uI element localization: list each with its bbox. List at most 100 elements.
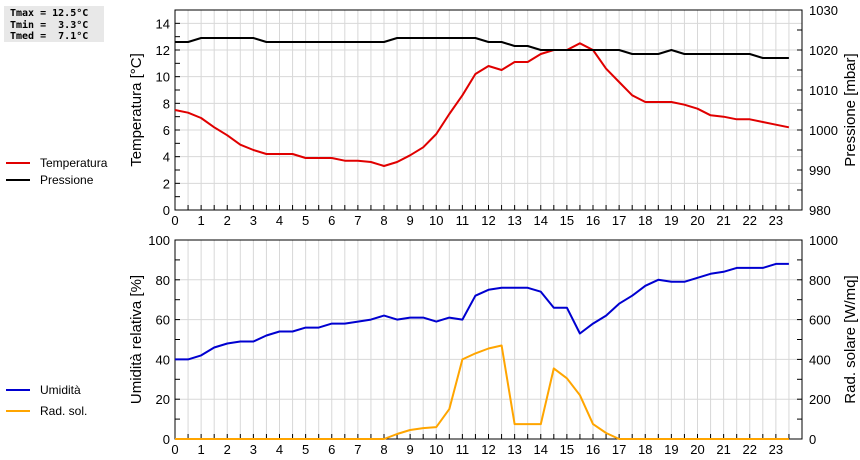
legend-label-rad-sol: Rad. sol. — [40, 403, 88, 418]
svg-text:3: 3 — [250, 442, 257, 457]
svg-text:13: 13 — [507, 442, 521, 457]
series-umidit- — [175, 262, 789, 361]
legend-label-umidita: Umidità — [40, 382, 81, 397]
svg-text:2: 2 — [224, 213, 231, 228]
svg-text:5: 5 — [302, 442, 309, 457]
svg-text:1000: 1000 — [809, 123, 838, 138]
svg-text:0: 0 — [809, 432, 816, 447]
svg-text:19: 19 — [664, 442, 678, 457]
svg-text:800: 800 — [809, 273, 831, 288]
svg-text:8: 8 — [380, 442, 387, 457]
svg-text:20: 20 — [156, 392, 170, 407]
svg-text:16: 16 — [586, 213, 600, 228]
svg-text:0: 0 — [163, 432, 170, 447]
svg-text:7: 7 — [354, 442, 361, 457]
svg-text:19: 19 — [664, 213, 678, 228]
svg-text:6: 6 — [163, 123, 170, 138]
stat-tmin: Tmin = 3.3°C — [10, 19, 89, 31]
svg-text:Rad. solare [W/mq]: Rad. solare [W/mq] — [842, 275, 859, 403]
svg-text:12: 12 — [481, 213, 495, 228]
temperature-stats-box: Tmax = 12.5°C Tmin = 3.3°C Tmed = 7.1°C — [4, 6, 104, 42]
svg-text:Temperatura [°C]: Temperatura [°C] — [128, 53, 145, 167]
legend-swatch-pressione — [6, 178, 30, 181]
legend-item-umidita: Umidità — [6, 379, 87, 400]
series-temperatura — [174, 42, 790, 167]
svg-text:21: 21 — [716, 213, 730, 228]
svg-text:80: 80 — [156, 273, 170, 288]
svg-text:0: 0 — [171, 213, 178, 228]
svg-text:11: 11 — [456, 213, 470, 228]
svg-text:9: 9 — [407, 442, 414, 457]
svg-text:18: 18 — [638, 442, 652, 457]
svg-text:14: 14 — [156, 16, 170, 31]
svg-text:18: 18 — [638, 213, 652, 228]
svg-text:2: 2 — [224, 442, 231, 457]
svg-text:100: 100 — [148, 233, 170, 248]
svg-text:23: 23 — [769, 213, 783, 228]
svg-text:8: 8 — [163, 96, 170, 111]
svg-text:990: 990 — [809, 163, 831, 178]
svg-text:6: 6 — [328, 213, 335, 228]
svg-text:0: 0 — [171, 442, 178, 457]
svg-text:12: 12 — [481, 442, 495, 457]
svg-text:12: 12 — [156, 43, 170, 58]
svg-text:9: 9 — [407, 213, 414, 228]
svg-text:200: 200 — [809, 392, 831, 407]
svg-text:22: 22 — [743, 213, 757, 228]
svg-text:40: 40 — [156, 352, 170, 367]
svg-text:5: 5 — [302, 213, 309, 228]
svg-text:13: 13 — [507, 213, 521, 228]
legend-swatch-rad-sol — [6, 409, 30, 412]
svg-text:3: 3 — [250, 213, 257, 228]
svg-text:400: 400 — [809, 352, 831, 367]
svg-text:1020: 1020 — [809, 43, 838, 58]
svg-text:Pressione [mbar]: Pressione [mbar] — [842, 53, 859, 166]
svg-text:0: 0 — [163, 203, 170, 218]
svg-text:10: 10 — [156, 70, 170, 85]
svg-text:600: 600 — [809, 313, 831, 328]
svg-text:10: 10 — [429, 213, 443, 228]
svg-text:6: 6 — [328, 442, 335, 457]
svg-text:4: 4 — [276, 213, 283, 228]
svg-text:1000: 1000 — [809, 233, 838, 248]
svg-text:21: 21 — [716, 442, 730, 457]
legend-swatch-temperatura — [6, 161, 30, 164]
legend-item-pressione: Pressione — [6, 171, 107, 188]
svg-text:8: 8 — [380, 213, 387, 228]
svg-text:14: 14 — [534, 442, 548, 457]
svg-text:60: 60 — [156, 313, 170, 328]
svg-text:4: 4 — [163, 150, 170, 165]
top-chart-legend: Temperatura Pressione — [6, 154, 107, 188]
svg-text:17: 17 — [612, 213, 626, 228]
svg-text:16: 16 — [586, 442, 600, 457]
series-pressione — [175, 37, 789, 59]
svg-text:Umidità relativa [%]: Umidità relativa [%] — [128, 275, 145, 404]
svg-text:23: 23 — [769, 442, 783, 457]
svg-text:22: 22 — [743, 442, 757, 457]
stat-tmed: Tmed = 7.1°C — [10, 31, 89, 42]
svg-text:4: 4 — [276, 442, 283, 457]
svg-text:1: 1 — [198, 213, 205, 228]
svg-text:7: 7 — [354, 213, 361, 228]
svg-text:15: 15 — [560, 442, 574, 457]
legend-item-temperatura: Temperatura — [6, 154, 107, 171]
legend-label-temperatura: Temperatura — [40, 155, 108, 170]
svg-text:2: 2 — [163, 176, 170, 191]
stat-tmax: Tmax = 12.5°C — [10, 8, 89, 19]
svg-text:20: 20 — [690, 213, 704, 228]
svg-text:17: 17 — [612, 442, 626, 457]
bottom-chart-legend: Umidità Rad. sol. — [6, 379, 87, 421]
svg-text:11: 11 — [456, 442, 470, 457]
svg-text:1010: 1010 — [809, 83, 838, 98]
svg-text:1030: 1030 — [809, 3, 838, 18]
svg-text:1: 1 — [198, 442, 205, 457]
svg-text:10: 10 — [429, 442, 443, 457]
legend-item-rad-sol: Rad. sol. — [6, 400, 87, 421]
legend-label-pressione: Pressione — [40, 172, 94, 187]
series-rad-sol- — [175, 344, 789, 440]
svg-text:15: 15 — [560, 213, 574, 228]
legend-swatch-umidita — [6, 388, 30, 391]
